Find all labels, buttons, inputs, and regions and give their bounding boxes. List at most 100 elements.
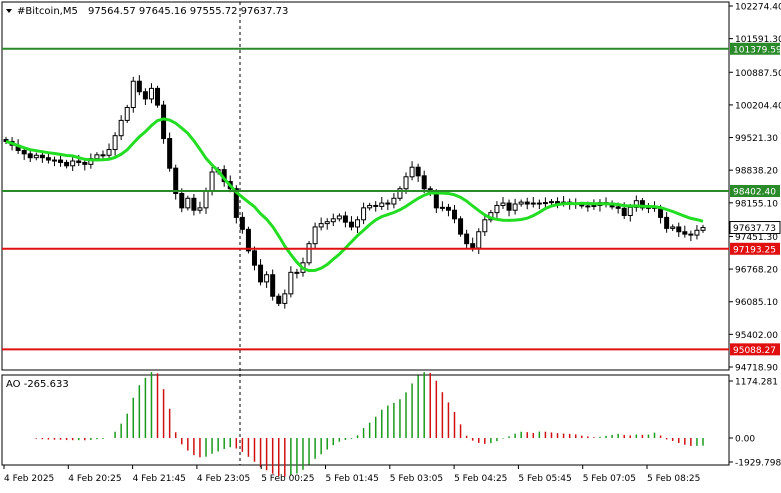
candle-body [627,206,633,216]
candle-body [70,160,76,167]
candle-body [239,216,245,230]
level-label: 95088.27 [733,346,776,356]
ao-panel[interactable] [1,374,730,466]
time-label: 4 Feb 2025 [4,474,54,484]
price-tick-label: 96085.10 [735,298,778,308]
candle-body [312,226,318,245]
candle-body [245,228,251,252]
candle-body [94,154,100,160]
level-label: 97193.25 [733,245,776,255]
levels: 101379.59 98402.40 97193.25 95088.27 97637.7… [2,42,781,356]
level-label: 98402.40 [733,188,776,198]
price-axis: 102274.40 101591.30 100887.50 100204.40 9952… [729,3,781,469]
price-tick-label: 98155.10 [735,199,778,209]
moving-average [5,117,704,273]
price-tick-label: 100887.50 [735,69,781,79]
candle-body [548,201,554,204]
candle-body [664,216,670,229]
candle-body [688,233,694,236]
candle-body [506,202,512,211]
candle-body [355,219,361,228]
candle-body [494,204,500,214]
candle-body [361,207,367,221]
price-tick-label: 100204.40 [735,101,781,111]
level-badge [730,242,780,255]
candle-body [464,233,470,245]
price-tick-label: 99521.30 [735,134,778,144]
candle-body [591,204,597,207]
candle-body [100,154,106,157]
candle-body [185,197,191,209]
candle-body [64,161,70,167]
candle-body [58,159,64,163]
candle-body [615,206,621,209]
candle-body [536,202,542,205]
candle-body [512,203,518,211]
symbol-label: #Bitcoin,M5 [17,6,78,17]
ao-tick-label: -1929.798 [735,459,781,469]
candle-body [148,87,154,100]
candle-body [403,176,409,190]
price-tick-label: 102274.40 [735,3,781,13]
price-tick-label: 96768.20 [735,266,778,276]
candle-body [476,231,482,249]
candle-body [130,80,136,109]
time-label: 4 Feb 20:25 [68,474,121,484]
candle-body [51,159,57,162]
candle-body [658,207,664,218]
level-label: 101379.59 [733,45,781,55]
candle-body [39,154,45,159]
candle-body [264,274,270,283]
candle-body [682,231,688,235]
candle-body [482,219,488,233]
ao-title: AO -265.633 [6,379,69,390]
candle-body [203,190,209,209]
candle-body [27,153,33,159]
price-tick-label: 101591.30 [735,35,781,45]
time-label: 5 Feb 00:25 [261,474,314,484]
candle-body [336,215,342,220]
level-badge [730,343,780,356]
candle-body [397,188,403,199]
candle-body [555,201,561,204]
ao-tick-label: 0.00 [735,435,755,445]
ohlc-values: 97564.57 97645.16 97555.72 97637.73 [88,6,288,17]
candle-body [106,149,112,156]
ma-line [5,117,704,273]
candle-body [306,243,312,264]
candle-body [118,119,124,137]
candle-body [452,209,458,220]
candle-body [288,271,294,295]
candle-body [258,264,264,283]
price-tick-label: 94718.90 [735,364,778,374]
candle-body [500,202,506,206]
price-panel[interactable] [1,1,730,371]
candle-body [391,197,397,205]
candle-body [379,202,385,207]
candle-body [124,107,130,121]
candle-body [373,204,379,207]
candle-body [470,243,476,249]
candle-body [179,193,185,209]
time-label: 4 Feb 21:45 [133,474,186,484]
candle-body [173,167,179,195]
level-badge [730,42,780,55]
dropdown-triangle-icon[interactable] [6,9,12,13]
time-label: 5 Feb 01:45 [326,474,379,484]
time-label: 5 Feb 07:05 [583,474,636,484]
time-label: 5 Feb 05:45 [518,474,571,484]
candle-body [233,188,239,218]
current-price-badge [729,221,781,235]
candle-body [112,135,118,151]
candle-body [191,197,197,211]
candle-body [167,138,173,169]
time-label: 4 Feb 23:05 [197,474,250,484]
candle-body [21,150,27,155]
ao-tick-label: 1174.281 [735,378,778,388]
candle-body [445,206,451,211]
candle-body [251,250,257,266]
candle-body [367,204,373,209]
candle-body [542,202,548,205]
candle-body [82,161,88,165]
